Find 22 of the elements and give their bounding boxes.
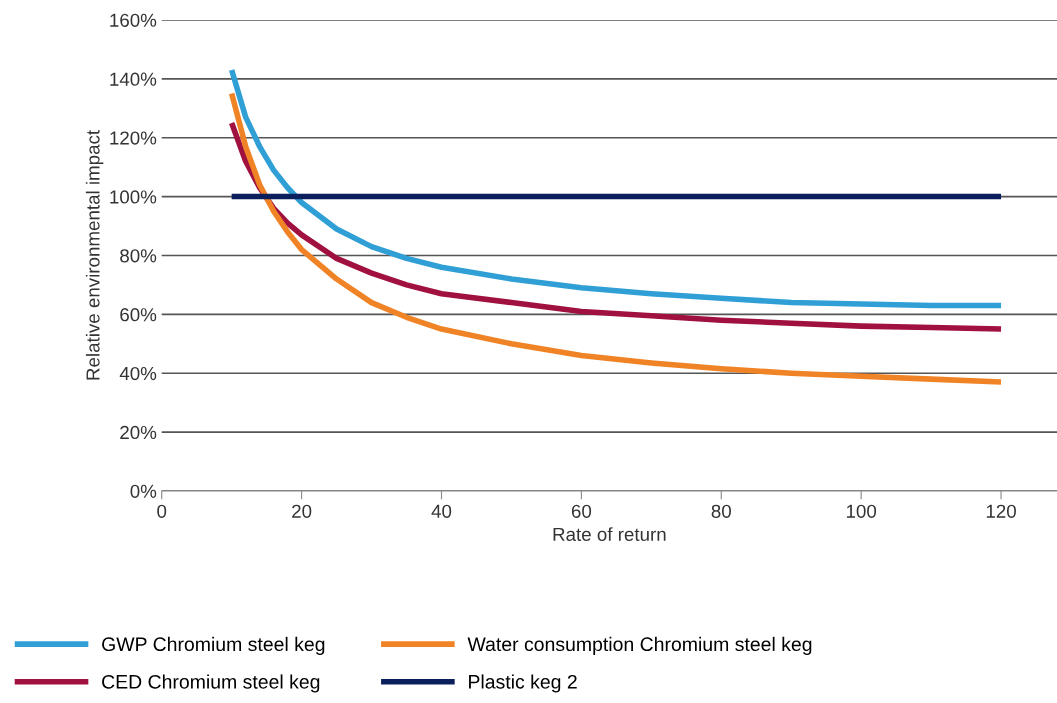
y-tick-label: 160%: [110, 13, 157, 27]
legend-label: CED Chromium steel keg: [102, 674, 320, 693]
x-axis-title: Rate of return: [553, 527, 666, 541]
y-tick-label: 100%: [110, 190, 157, 204]
y-tick-label: 120%: [110, 131, 157, 145]
legend-label: Water consumption Chromium steel keg: [467, 636, 812, 655]
y-tick-label: 0%: [130, 484, 157, 498]
y-tick-label: 40%: [119, 366, 157, 381]
y-axis-title: Relative environmental impact: [85, 130, 104, 380]
x-tick-label: 120: [986, 504, 1016, 518]
x-tick-label: 100: [846, 504, 877, 518]
y-tick-label: 80%: [120, 249, 157, 263]
x-tick-label: 20: [292, 504, 312, 518]
x-tick-label: 40: [431, 504, 452, 518]
y-tick-label: 140%: [110, 72, 157, 86]
y-tick-label: 20%: [120, 425, 157, 440]
x-tick-label: 0: [157, 504, 167, 518]
y-tick-label: 60%: [120, 308, 157, 322]
x-tick-label: 60: [571, 504, 592, 518]
legend-label: Plastic keg 2: [469, 674, 577, 693]
legend-label: GWP Chromium steel keg: [102, 636, 325, 655]
x-tick-label: 80: [711, 504, 731, 518]
